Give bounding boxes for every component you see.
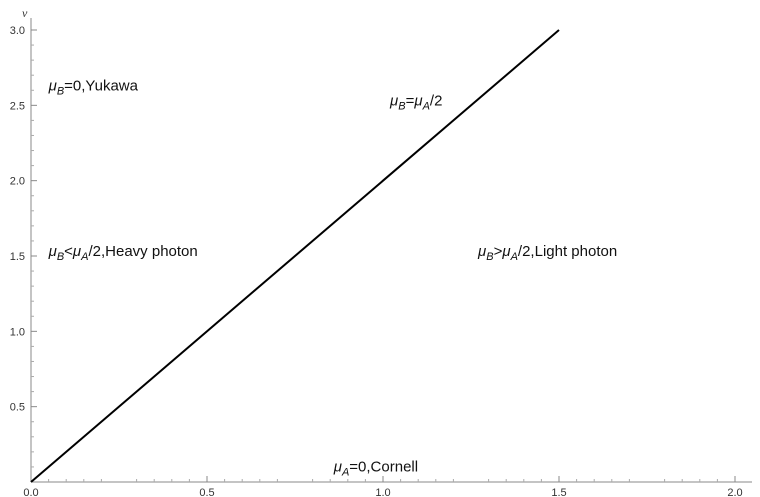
axes: v [22,6,752,483]
annotations: μB=0,Yukawa μB=μA/2 μB<μA/2,Heavy photon μB… [48,77,618,478]
x-tick-label: 2.0 [727,487,742,497]
annotation: μB<μA/2,Heavy photon [48,243,198,263]
annotation: μB=0,Yukawa [48,77,139,97]
y-tick-label: 2.5 [10,100,25,112]
x-tick-label: 0.5 [199,487,214,497]
x-tick-label: 0.0 [23,487,38,497]
annotation: μA=0,Cornell [333,458,418,478]
y-axis-title: v [22,6,28,20]
x-tick-label: 1.5 [551,487,566,497]
y-tick-label: 3.0 [10,25,25,37]
annotation: μB=μA/2 [389,92,442,112]
x-tick-label: 1.0 [375,487,390,497]
series-line [30,29,560,483]
y-tick-label: 0.5 [10,402,25,414]
y-tick-label: 1.5 [10,251,25,263]
series [30,29,560,483]
y-tick-label: 2.0 [10,176,25,188]
annotation: μB>μA/2,Light photon [477,243,617,263]
y-tick-label: 1.0 [10,326,25,338]
ticks: 0.0 0.5 1.0 1.5 2.0 0.5 1.0 1.5 2.0 2.5 3.0 [10,25,743,497]
